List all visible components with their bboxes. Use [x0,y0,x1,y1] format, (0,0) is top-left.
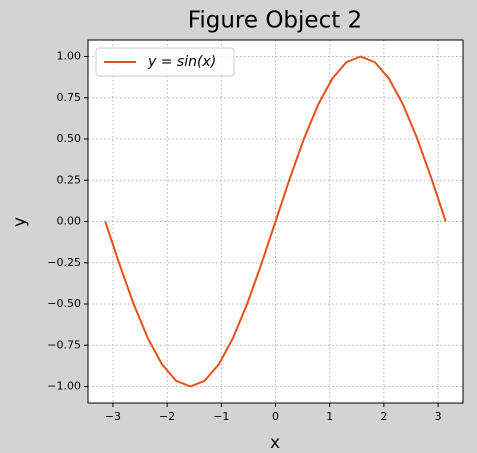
x-tick-label: −2 [159,410,175,423]
x-tick-label: 3 [435,410,442,423]
y-tick-label: −1.00 [47,380,81,393]
axes-frame [87,39,464,404]
y-tick-label: 0.50 [57,132,82,145]
x-tick-label: 1 [326,410,333,423]
legend: y = sin(x) [95,47,235,77]
y-tick-label: 1.00 [57,50,82,63]
chart-title: Figure Object 2 [188,8,362,34]
x-axis-label: x [270,433,280,453]
legend-label: y = sin(x) [147,54,216,70]
x-tick-label: 2 [380,410,387,423]
line-series [104,55,447,388]
x-tick-label: −3 [105,410,121,423]
y-tick-label: −0.50 [47,297,81,310]
y-tick-label: −0.25 [47,256,81,269]
y-tick-label: −0.75 [47,338,81,351]
y-tick-label: 0.25 [57,173,82,186]
x-tick-label: 0 [272,410,279,423]
legend-box [95,47,235,77]
y-tick-label: 0.75 [57,91,82,104]
y-tick-label: 0.00 [57,215,82,228]
x-tick-label: −1 [213,410,229,423]
y-axis-label: y [10,217,30,227]
